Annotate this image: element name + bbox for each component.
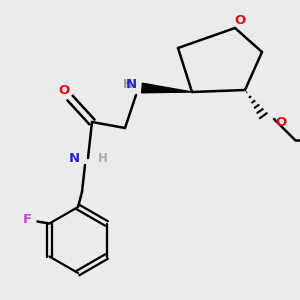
Text: F: F	[23, 213, 32, 226]
Text: N: N	[126, 77, 137, 91]
Text: N: N	[69, 152, 80, 164]
Text: O: O	[58, 85, 70, 98]
Text: O: O	[234, 14, 246, 28]
Text: H: H	[98, 152, 108, 164]
Polygon shape	[142, 83, 192, 93]
Text: O: O	[275, 116, 286, 128]
Text: H: H	[123, 77, 133, 91]
